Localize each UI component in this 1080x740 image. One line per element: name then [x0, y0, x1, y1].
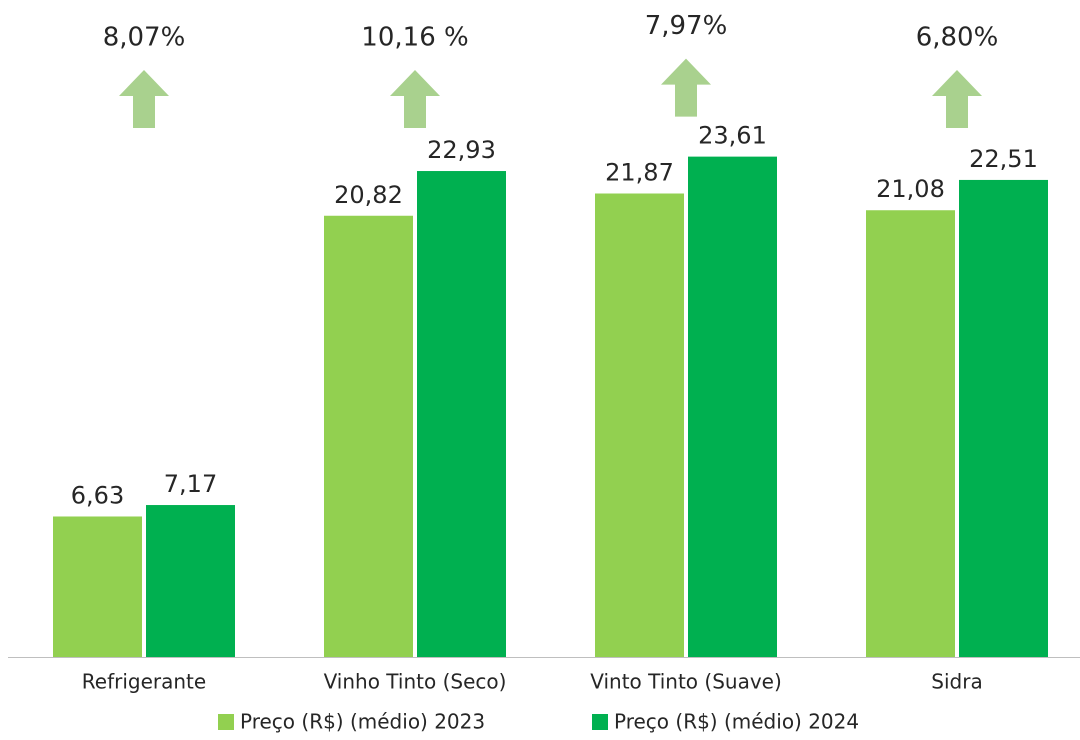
bar	[146, 505, 235, 657]
bar	[959, 179, 1048, 657]
data-label: 22,51	[969, 145, 1038, 173]
data-label: 23,61	[698, 122, 767, 150]
x-tick-label: Vinho Tinto (Seco)	[324, 670, 507, 694]
annotation: 7,97%	[645, 11, 728, 41]
bar	[688, 156, 777, 658]
data-label: 21,87	[605, 158, 674, 186]
data-label: 20,82	[334, 181, 403, 209]
annotation: 8,07%	[103, 23, 186, 53]
annotation: 10,16 %	[361, 23, 468, 53]
legend-swatch	[592, 714, 608, 730]
arrow-up	[932, 70, 982, 128]
annotation: 6,80%	[916, 23, 999, 53]
bar	[595, 193, 684, 657]
arrow-up	[661, 58, 711, 117]
bar	[324, 215, 413, 658]
x-tick-label: Sidra	[931, 670, 982, 694]
arrow-up	[119, 70, 169, 128]
data-label: 6,63	[71, 481, 124, 509]
data-label: 22,93	[427, 136, 496, 164]
x-tick-label: Refrigerante	[82, 670, 206, 694]
legend-label: Preço (R$) (médio) 2023	[240, 710, 485, 734]
x-tick-label: Vinto Tinto (Suave)	[590, 670, 782, 694]
data-label: 21,08	[876, 175, 945, 203]
bar	[417, 171, 506, 658]
data-label: 7,17	[164, 470, 217, 498]
legend-swatch	[218, 714, 234, 730]
bar	[866, 210, 955, 658]
legend-label: Preço (R$) (médio) 2024	[614, 710, 859, 734]
bar	[53, 516, 142, 657]
arrow-up	[390, 70, 440, 128]
